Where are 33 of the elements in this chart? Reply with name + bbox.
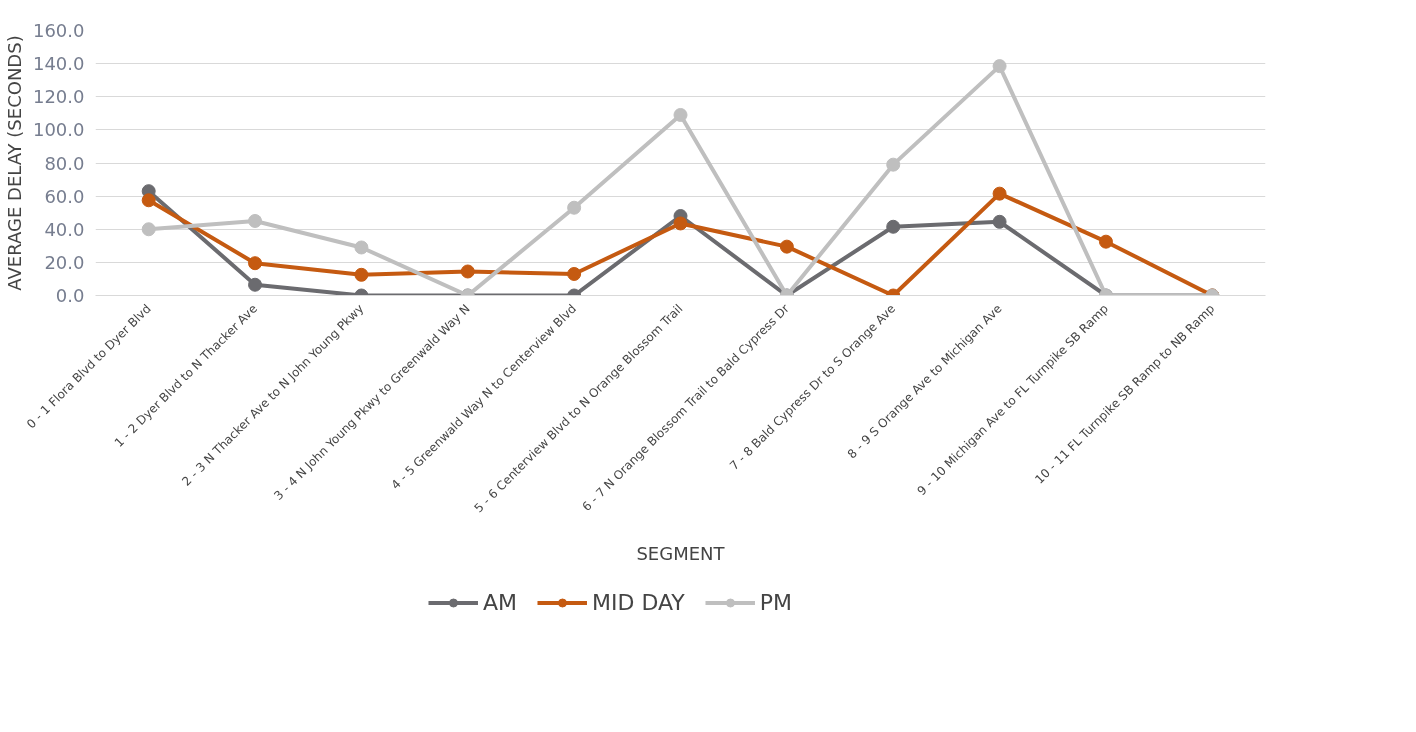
- point: [460, 264, 475, 279]
- y-tick-label: 80.0: [44, 152, 85, 174]
- y-tick-label: 0.0: [55, 285, 85, 306]
- y-tick-label: 140.0: [32, 53, 85, 75]
- point: [992, 214, 1007, 229]
- y-tick-label: 100.0: [32, 119, 85, 141]
- legend-label: MID DAY: [592, 589, 685, 615]
- y-tick-label: 60.0: [44, 185, 85, 207]
- point: [1098, 234, 1113, 249]
- point: [354, 267, 369, 282]
- point: [886, 219, 901, 234]
- point: [992, 186, 1007, 201]
- y-axis-title: AVERAGE DELAY (SECONDS): [3, 35, 25, 291]
- point: [354, 240, 369, 255]
- legend-label: AM: [482, 589, 517, 615]
- point: [567, 266, 582, 281]
- point: [141, 193, 156, 208]
- point: [886, 157, 901, 172]
- point: [673, 216, 688, 231]
- point: [567, 200, 582, 215]
- y-tick-label: 120.0: [32, 86, 85, 108]
- y-tick-label: 20.0: [44, 251, 85, 273]
- point: [141, 222, 156, 237]
- y-tick-label: 40.0: [44, 218, 85, 240]
- point: [673, 107, 688, 122]
- point: [992, 59, 1007, 74]
- legend-label: PM: [759, 589, 792, 615]
- point: [248, 213, 263, 228]
- y-tick-label: 160.0: [32, 20, 85, 41]
- point: [248, 256, 263, 271]
- point: [248, 277, 263, 292]
- x-axis-title: SEGMENT: [636, 543, 726, 565]
- point: [779, 239, 794, 254]
